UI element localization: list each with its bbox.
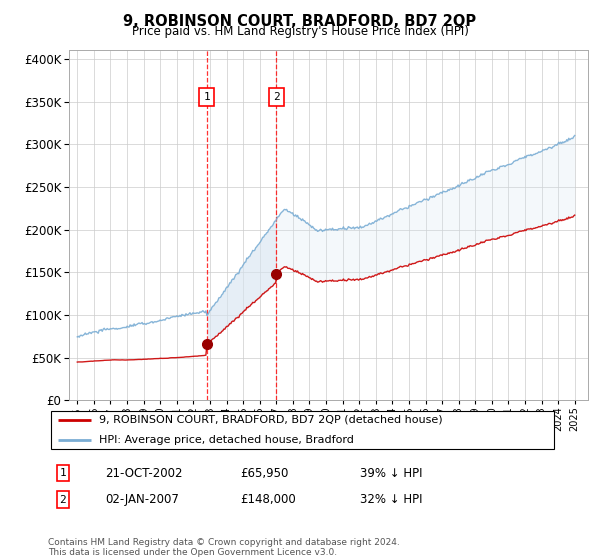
Text: 21-OCT-2002: 21-OCT-2002 bbox=[105, 466, 182, 480]
Text: £148,000: £148,000 bbox=[240, 493, 296, 506]
Text: 9, ROBINSON COURT, BRADFORD, BD7 2QP: 9, ROBINSON COURT, BRADFORD, BD7 2QP bbox=[124, 14, 476, 29]
Text: Contains HM Land Registry data © Crown copyright and database right 2024.
This d: Contains HM Land Registry data © Crown c… bbox=[48, 538, 400, 557]
Text: 02-JAN-2007: 02-JAN-2007 bbox=[105, 493, 179, 506]
Text: £65,950: £65,950 bbox=[240, 466, 289, 480]
Text: 1: 1 bbox=[59, 468, 67, 478]
Text: HPI: Average price, detached house, Bradford: HPI: Average price, detached house, Brad… bbox=[99, 435, 354, 445]
Text: 2: 2 bbox=[273, 92, 280, 102]
Text: 32% ↓ HPI: 32% ↓ HPI bbox=[360, 493, 422, 506]
Text: 39% ↓ HPI: 39% ↓ HPI bbox=[360, 466, 422, 480]
Text: 1: 1 bbox=[203, 92, 210, 102]
Text: 2: 2 bbox=[59, 494, 67, 505]
Text: Price paid vs. HM Land Registry's House Price Index (HPI): Price paid vs. HM Land Registry's House … bbox=[131, 25, 469, 38]
FancyBboxPatch shape bbox=[50, 411, 554, 449]
Text: 9, ROBINSON COURT, BRADFORD, BD7 2QP (detached house): 9, ROBINSON COURT, BRADFORD, BD7 2QP (de… bbox=[99, 415, 443, 424]
